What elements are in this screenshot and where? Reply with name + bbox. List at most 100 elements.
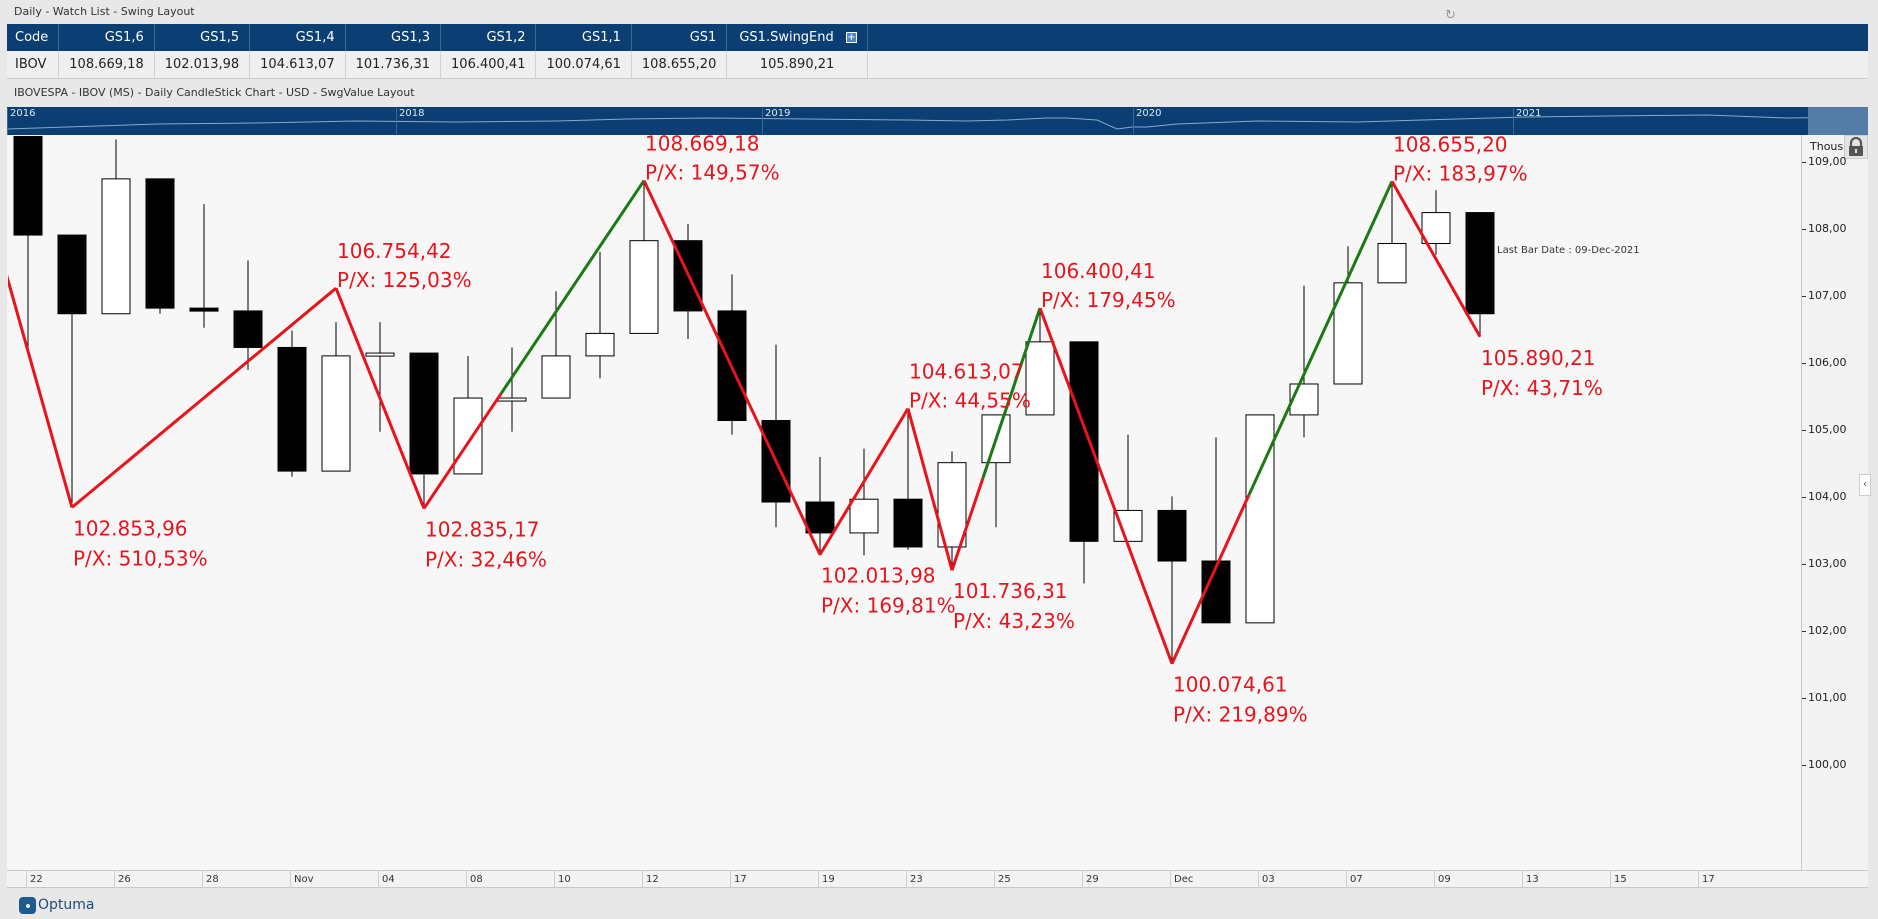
navigator-year-2016: 2016 [7, 108, 35, 135]
x-tick: 09 [1434, 871, 1451, 888]
column-header-gs1-5[interactable]: GS1,5 [154, 24, 251, 51]
svg-text:P/X: 510,53%: P/X: 510,53% [73, 546, 208, 570]
swing-line [8, 274, 74, 508]
svg-text:102.835,17: 102.835,17 [425, 517, 540, 541]
x-tick: 13 [1522, 871, 1539, 888]
cell-gs1-5: 102.013,98 [154, 51, 251, 79]
swing-label: 102.853,96 P/X: 510,53% [73, 516, 208, 570]
candle [1377, 181, 1407, 284]
date-navigator[interactable]: 2016 2018 2019 2020 2021 [7, 107, 1868, 135]
navigator-sparkline [7, 114, 1868, 130]
candle [937, 451, 967, 571]
cell-gs1: 108.655,20 [631, 51, 728, 79]
x-tick: 17 [730, 871, 747, 888]
swing-label: 101.736,31 P/X: 43,23% [953, 579, 1075, 633]
svg-text:P/X: 183,97%: P/X: 183,97% [1393, 161, 1528, 185]
column-header-gs1-swingend-label: GS1.SwingEnd [739, 30, 834, 45]
x-tick: 10 [554, 871, 571, 888]
candle [673, 223, 703, 340]
date-axis[interactable]: 22 26 28 Nov 04 08 10 12 17 19 23 25 29 … [7, 870, 1868, 888]
lock-icon [1849, 136, 1863, 156]
candle [1245, 414, 1275, 624]
candle [233, 260, 263, 370]
swing-line [1170, 494, 1251, 665]
chevron-left-icon[interactable]: ‹ [1859, 474, 1871, 496]
swing-label: 108.655,20 P/X: 183,97% [1393, 132, 1528, 185]
swing-line [906, 408, 954, 571]
svg-text:104.613,07: 104.613,07 [909, 360, 1024, 384]
y-tick: 104,00 [1802, 490, 1847, 503]
candle [1421, 190, 1451, 255]
svg-text:102.853,96: 102.853,96 [73, 516, 188, 540]
column-header-gs1-3[interactable]: GS1,3 [345, 24, 442, 51]
watchlist-header-row: Code GS1,6 GS1,5 GS1,4 GS1,3 GS1,2 GS1,1… [7, 24, 1868, 51]
svg-text:P/X: 43,71%: P/X: 43,71% [1481, 376, 1603, 400]
swing-label: 105.890,21 P/X: 43,71% [1481, 346, 1603, 400]
svg-text:P/X: 169,81%: P/X: 169,81% [821, 594, 956, 618]
svg-text:105.890,21: 105.890,21 [1481, 346, 1596, 370]
swing-line [950, 477, 985, 571]
candle [1465, 212, 1495, 337]
candle [717, 274, 747, 435]
cell-gs1-3: 101.736,31 [345, 51, 442, 79]
svg-text:101.736,31: 101.736,31 [953, 579, 1068, 603]
price-axis[interactable]: Thous 109,00 108,00 107,00 106,00 105,00… [1802, 135, 1868, 870]
x-tick: 22 [26, 871, 43, 888]
optuma-logo: Optuma [19, 895, 95, 915]
column-header-gs1-swingend[interactable]: GS1.SwingEnd + [726, 24, 868, 51]
table-row[interactable]: IBOV 108.669,18 102.013,98 104.613,07 10… [7, 51, 1868, 79]
x-tick: 12 [642, 871, 659, 888]
window-title-text: Daily - Watch List - Swing Layout [14, 5, 195, 18]
candle [1069, 341, 1099, 584]
column-header-gs1[interactable]: GS1 [631, 24, 728, 51]
swing-label: 102.013,98 P/X: 169,81% [821, 564, 956, 618]
svg-text:100.074,61: 100.074,61 [1173, 673, 1288, 697]
swing-line [71, 287, 337, 509]
x-tick: 15 [1610, 871, 1627, 888]
swing-line [334, 287, 426, 510]
cell-gs1-4: 104.613,07 [249, 51, 346, 79]
x-tick: Dec [1170, 871, 1193, 888]
candle [1289, 285, 1319, 438]
y-tick: 108,00 [1802, 222, 1847, 235]
svg-text:P/X: 32,46%: P/X: 32,46% [425, 547, 547, 571]
candle [1113, 434, 1143, 542]
column-header-gs1-1[interactable]: GS1,1 [535, 24, 632, 51]
plus-square-icon[interactable]: + [845, 32, 857, 43]
candle [145, 178, 175, 314]
swing-line [1038, 307, 1174, 665]
svg-text:P/X: 125,03%: P/X: 125,03% [337, 268, 472, 292]
refresh-icon[interactable]: ↻ [1445, 8, 1456, 23]
lock-button[interactable] [1844, 135, 1868, 159]
column-header-gs1-6[interactable]: GS1,6 [58, 24, 155, 51]
x-tick: 28 [202, 871, 219, 888]
swing-line [422, 392, 503, 510]
candle [409, 352, 439, 508]
swing-line [818, 407, 910, 556]
x-tick: 29 [1082, 871, 1099, 888]
candle [1025, 308, 1055, 416]
column-header-gs1-4[interactable]: GS1,4 [249, 24, 346, 51]
navigator-range-handle[interactable] [1808, 107, 1868, 135]
swing-line [981, 307, 1042, 479]
y-tick: 102,00 [1802, 624, 1847, 637]
candle [1201, 437, 1231, 624]
candle [541, 291, 571, 399]
swing-label: 106.754,42 P/X: 125,03% [337, 239, 472, 292]
navigator-year-2020: 2020 [1133, 108, 1161, 135]
row-filler [867, 51, 1868, 79]
candlestick-chart: 102.853,96 P/X: 510,53% 106.754,42 P/X: 125… [8, 132, 1640, 727]
window-title: Daily - Watch List - Swing Layout ↻ [0, 0, 1878, 24]
swing-line [1247, 180, 1394, 496]
y-tick: 100,00 [1802, 758, 1847, 771]
candle [321, 322, 351, 472]
x-tick: 23 [906, 871, 923, 888]
x-tick: 08 [466, 871, 483, 888]
y-tick: 103,00 [1802, 557, 1847, 570]
column-header-gs1-2[interactable]: GS1,2 [440, 24, 537, 51]
candle [585, 251, 615, 379]
column-header-code[interactable]: Code [7, 24, 60, 51]
candle [1157, 496, 1187, 664]
candle [849, 448, 879, 556]
y-tick: 106,00 [1802, 356, 1847, 369]
